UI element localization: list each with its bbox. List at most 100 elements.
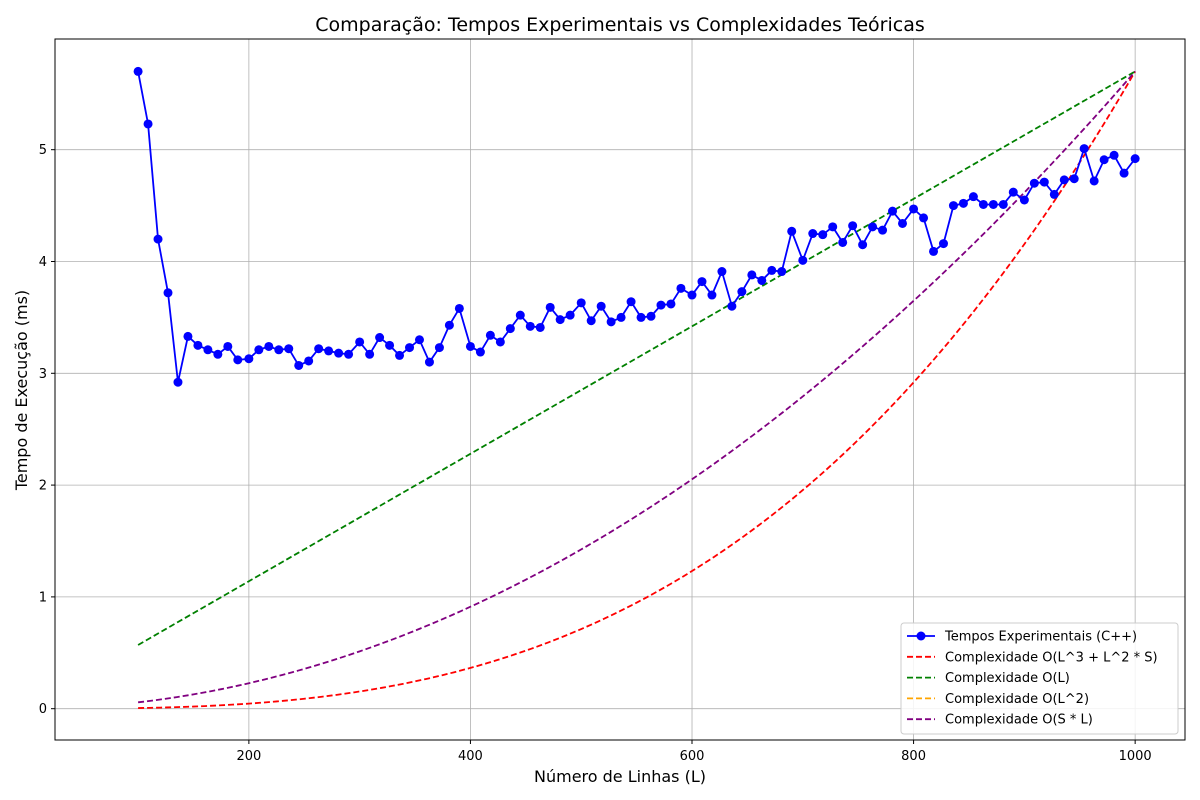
data-point bbox=[616, 312, 626, 322]
y-tick-label: 4 bbox=[39, 255, 47, 270]
data-point bbox=[264, 341, 274, 351]
data-point bbox=[968, 192, 978, 202]
data-point bbox=[314, 344, 324, 354]
ticks: 200 400 600 800 1000 0 1 2 3 4 5 bbox=[39, 143, 1152, 764]
data-point bbox=[213, 349, 223, 359]
data-point bbox=[244, 354, 254, 364]
data-point bbox=[535, 322, 545, 332]
data-point bbox=[787, 226, 797, 236]
data-point bbox=[586, 316, 596, 326]
y-tick-label: 1 bbox=[39, 590, 47, 605]
data-point bbox=[919, 213, 929, 223]
data-point bbox=[747, 270, 757, 280]
data-point bbox=[555, 315, 565, 325]
data-point bbox=[707, 290, 717, 300]
data-point bbox=[495, 337, 505, 347]
x-tick-label: 400 bbox=[458, 749, 483, 764]
data-point bbox=[656, 300, 666, 310]
data-point bbox=[405, 343, 415, 353]
data-point bbox=[636, 312, 646, 322]
data-point bbox=[988, 199, 998, 209]
data-point bbox=[676, 283, 686, 293]
data-point bbox=[173, 377, 183, 387]
data-point bbox=[626, 297, 636, 307]
data-point bbox=[294, 360, 304, 370]
data-point bbox=[133, 66, 143, 76]
data-point bbox=[485, 330, 495, 340]
data-point bbox=[727, 301, 737, 311]
y-axis-label: Tempo de Execução (ms) bbox=[12, 290, 31, 491]
legend-label: Complexidade O(L) bbox=[945, 671, 1070, 686]
data-point bbox=[929, 246, 939, 256]
data-point bbox=[223, 341, 233, 351]
y-tick-label: 2 bbox=[39, 479, 47, 494]
data-point bbox=[385, 340, 395, 350]
data-point bbox=[1059, 175, 1069, 185]
data-point bbox=[304, 356, 314, 366]
x-axis-label: Número de Linhas (L) bbox=[534, 767, 706, 786]
data-point bbox=[1069, 174, 1079, 184]
data-point bbox=[878, 225, 888, 235]
data-point bbox=[1099, 155, 1109, 165]
series-experimental-line bbox=[137, 71, 1136, 383]
data-point bbox=[163, 288, 173, 298]
legend-label: Complexidade O(L^2) bbox=[945, 692, 1089, 707]
data-point bbox=[454, 303, 464, 313]
legend: Tempos Experimentais (C++) Complexidade O… bbox=[900, 622, 1179, 735]
data-point bbox=[909, 204, 919, 214]
data-point bbox=[434, 343, 444, 353]
legend-label: Complexidade O(L^3 + L^2 * S) bbox=[945, 650, 1158, 665]
data-point bbox=[858, 240, 868, 250]
y-tick-label: 3 bbox=[39, 367, 47, 382]
data-point bbox=[596, 301, 606, 311]
data-point bbox=[355, 337, 365, 347]
data-point bbox=[424, 357, 434, 367]
data-point bbox=[284, 344, 294, 354]
data-point bbox=[666, 299, 676, 309]
legend-box bbox=[900, 622, 1179, 735]
data-point bbox=[375, 333, 385, 343]
data-point bbox=[687, 290, 697, 300]
data-point bbox=[767, 265, 777, 275]
x-tick-label: 600 bbox=[680, 749, 705, 764]
data-point bbox=[203, 345, 213, 355]
x-tick-label: 1000 bbox=[1119, 749, 1152, 764]
data-point bbox=[888, 206, 898, 216]
y-tick-label: 0 bbox=[39, 702, 47, 717]
data-point bbox=[444, 320, 454, 330]
data-point bbox=[1119, 168, 1129, 178]
data-point bbox=[838, 237, 848, 247]
data-point bbox=[1130, 154, 1140, 164]
data-point bbox=[475, 347, 485, 357]
data-point bbox=[777, 267, 787, 277]
data-point bbox=[848, 221, 858, 231]
data-point bbox=[515, 310, 525, 320]
data-point bbox=[757, 275, 767, 285]
data-point bbox=[1109, 150, 1119, 160]
data-point bbox=[737, 287, 747, 297]
data-point bbox=[143, 119, 153, 129]
data-point bbox=[324, 346, 334, 356]
data-point bbox=[898, 218, 907, 228]
data-point bbox=[545, 302, 555, 312]
data-point bbox=[818, 230, 828, 240]
series-cubic-line bbox=[138, 70, 1136, 709]
data-point bbox=[254, 345, 264, 355]
data-point bbox=[978, 199, 988, 209]
data-point bbox=[274, 345, 284, 355]
data-point bbox=[1079, 144, 1089, 154]
legend-label: Complexidade O(S * L) bbox=[945, 713, 1093, 728]
series-area bbox=[133, 66, 1140, 709]
data-point bbox=[565, 310, 575, 320]
grid bbox=[55, 39, 1185, 740]
data-point bbox=[505, 324, 515, 334]
data-point bbox=[1089, 176, 1099, 186]
data-point bbox=[1029, 178, 1039, 188]
series-linear-line bbox=[137, 70, 1136, 646]
data-point bbox=[1019, 195, 1029, 205]
legend-marker bbox=[916, 631, 926, 641]
data-point bbox=[334, 348, 344, 358]
data-point bbox=[193, 340, 203, 350]
x-tick-label: 200 bbox=[236, 749, 261, 764]
